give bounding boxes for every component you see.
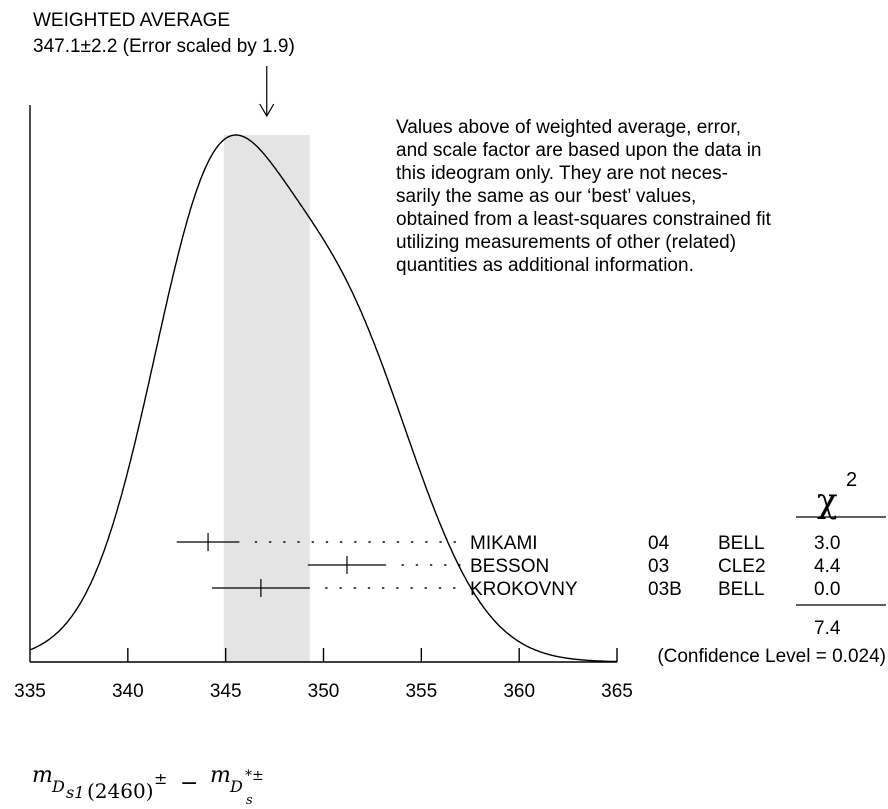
note-line: Values above of weighted average, error, [396,117,741,138]
measurement-row: MIKAMI 04 BELL 3.0 [176,533,840,554]
xlabel-sub2sup: *± [245,768,264,784]
chi2-header-symbol: χ [817,481,838,521]
chi2-value: 3.0 [814,533,840,554]
weighted-average-band [223,135,310,662]
x-tick-label: 335 [14,681,46,702]
x-tick-label: 360 [503,681,535,702]
x-tick-label: 345 [210,681,242,702]
note-line: quantities as additional information. [396,255,694,276]
author-label: BESSON [470,556,549,577]
chi2-total: 7.4 [814,618,841,639]
ideogram-curve [29,134,618,663]
xlabel-m1: m [32,763,53,788]
x-axis-label: m D s1 (2460) ± − m D *± s [32,763,264,808]
chart-title: WEIGHTED AVERAGE [33,10,230,31]
note-line: sarily the same as our ‘best’ values, [396,186,696,207]
experiment-label: CLE2 [718,556,766,577]
x-tick-label: 365 [601,681,633,702]
note-line: and scale factor are based upon the data… [396,140,761,161]
xlabel-m2: m [210,763,231,788]
author-label: MIKAMI [470,533,538,554]
x-axis-ticks: 335 340 345 350 355 360 365 [14,648,633,702]
x-tick-label: 340 [112,681,144,702]
note-line: utilizing measurements of other (related… [396,232,736,253]
xlabel-sub2: D [229,777,243,796]
chi2-value: 4.4 [814,556,841,577]
note-line: this ideogram only. They are not neces- [396,163,728,184]
chi2-header-power: 2 [846,469,857,491]
year-label: 04 [648,533,670,554]
author-label: KROKOVNY [470,579,578,600]
chi2-value: 0.0 [814,579,840,600]
confidence-level: (Confidence Level = 0.024) [657,646,886,667]
measurement-row: KROKOVNY 03B BELL 0.0 [211,579,840,600]
xlabel-sub1: D [51,777,65,796]
measurement-row: BESSON 03 CLE2 4.4 [307,556,841,577]
chart-subtitle: 347.1±2.2 (Error scaled by 1.9) [33,36,295,57]
weighted-average-arrowhead [259,103,275,118]
year-label: 03B [648,579,682,600]
experiment-label: BELL [718,579,764,600]
year-label: 03 [648,556,669,577]
xlabel-minus: − [180,771,198,796]
xlabel-sub1b: s1 [66,783,84,802]
measurement-rows: MIKAMI 04 BELL 3.0 BESSON 03 CLE2 4.4 KROKOVNY 03… [176,533,841,600]
note-paragraph: Values above of weighted average, error,… [396,117,772,276]
note-line: obtained from a least-squares constraine… [396,209,772,230]
x-tick-label: 350 [308,681,340,702]
xlabel-paren: (2460) [87,779,154,803]
xlabel-sub2b: s [246,793,253,808]
x-tick-label: 355 [405,681,437,702]
xlabel-pm1: ± [154,769,167,788]
experiment-label: BELL [718,533,764,554]
